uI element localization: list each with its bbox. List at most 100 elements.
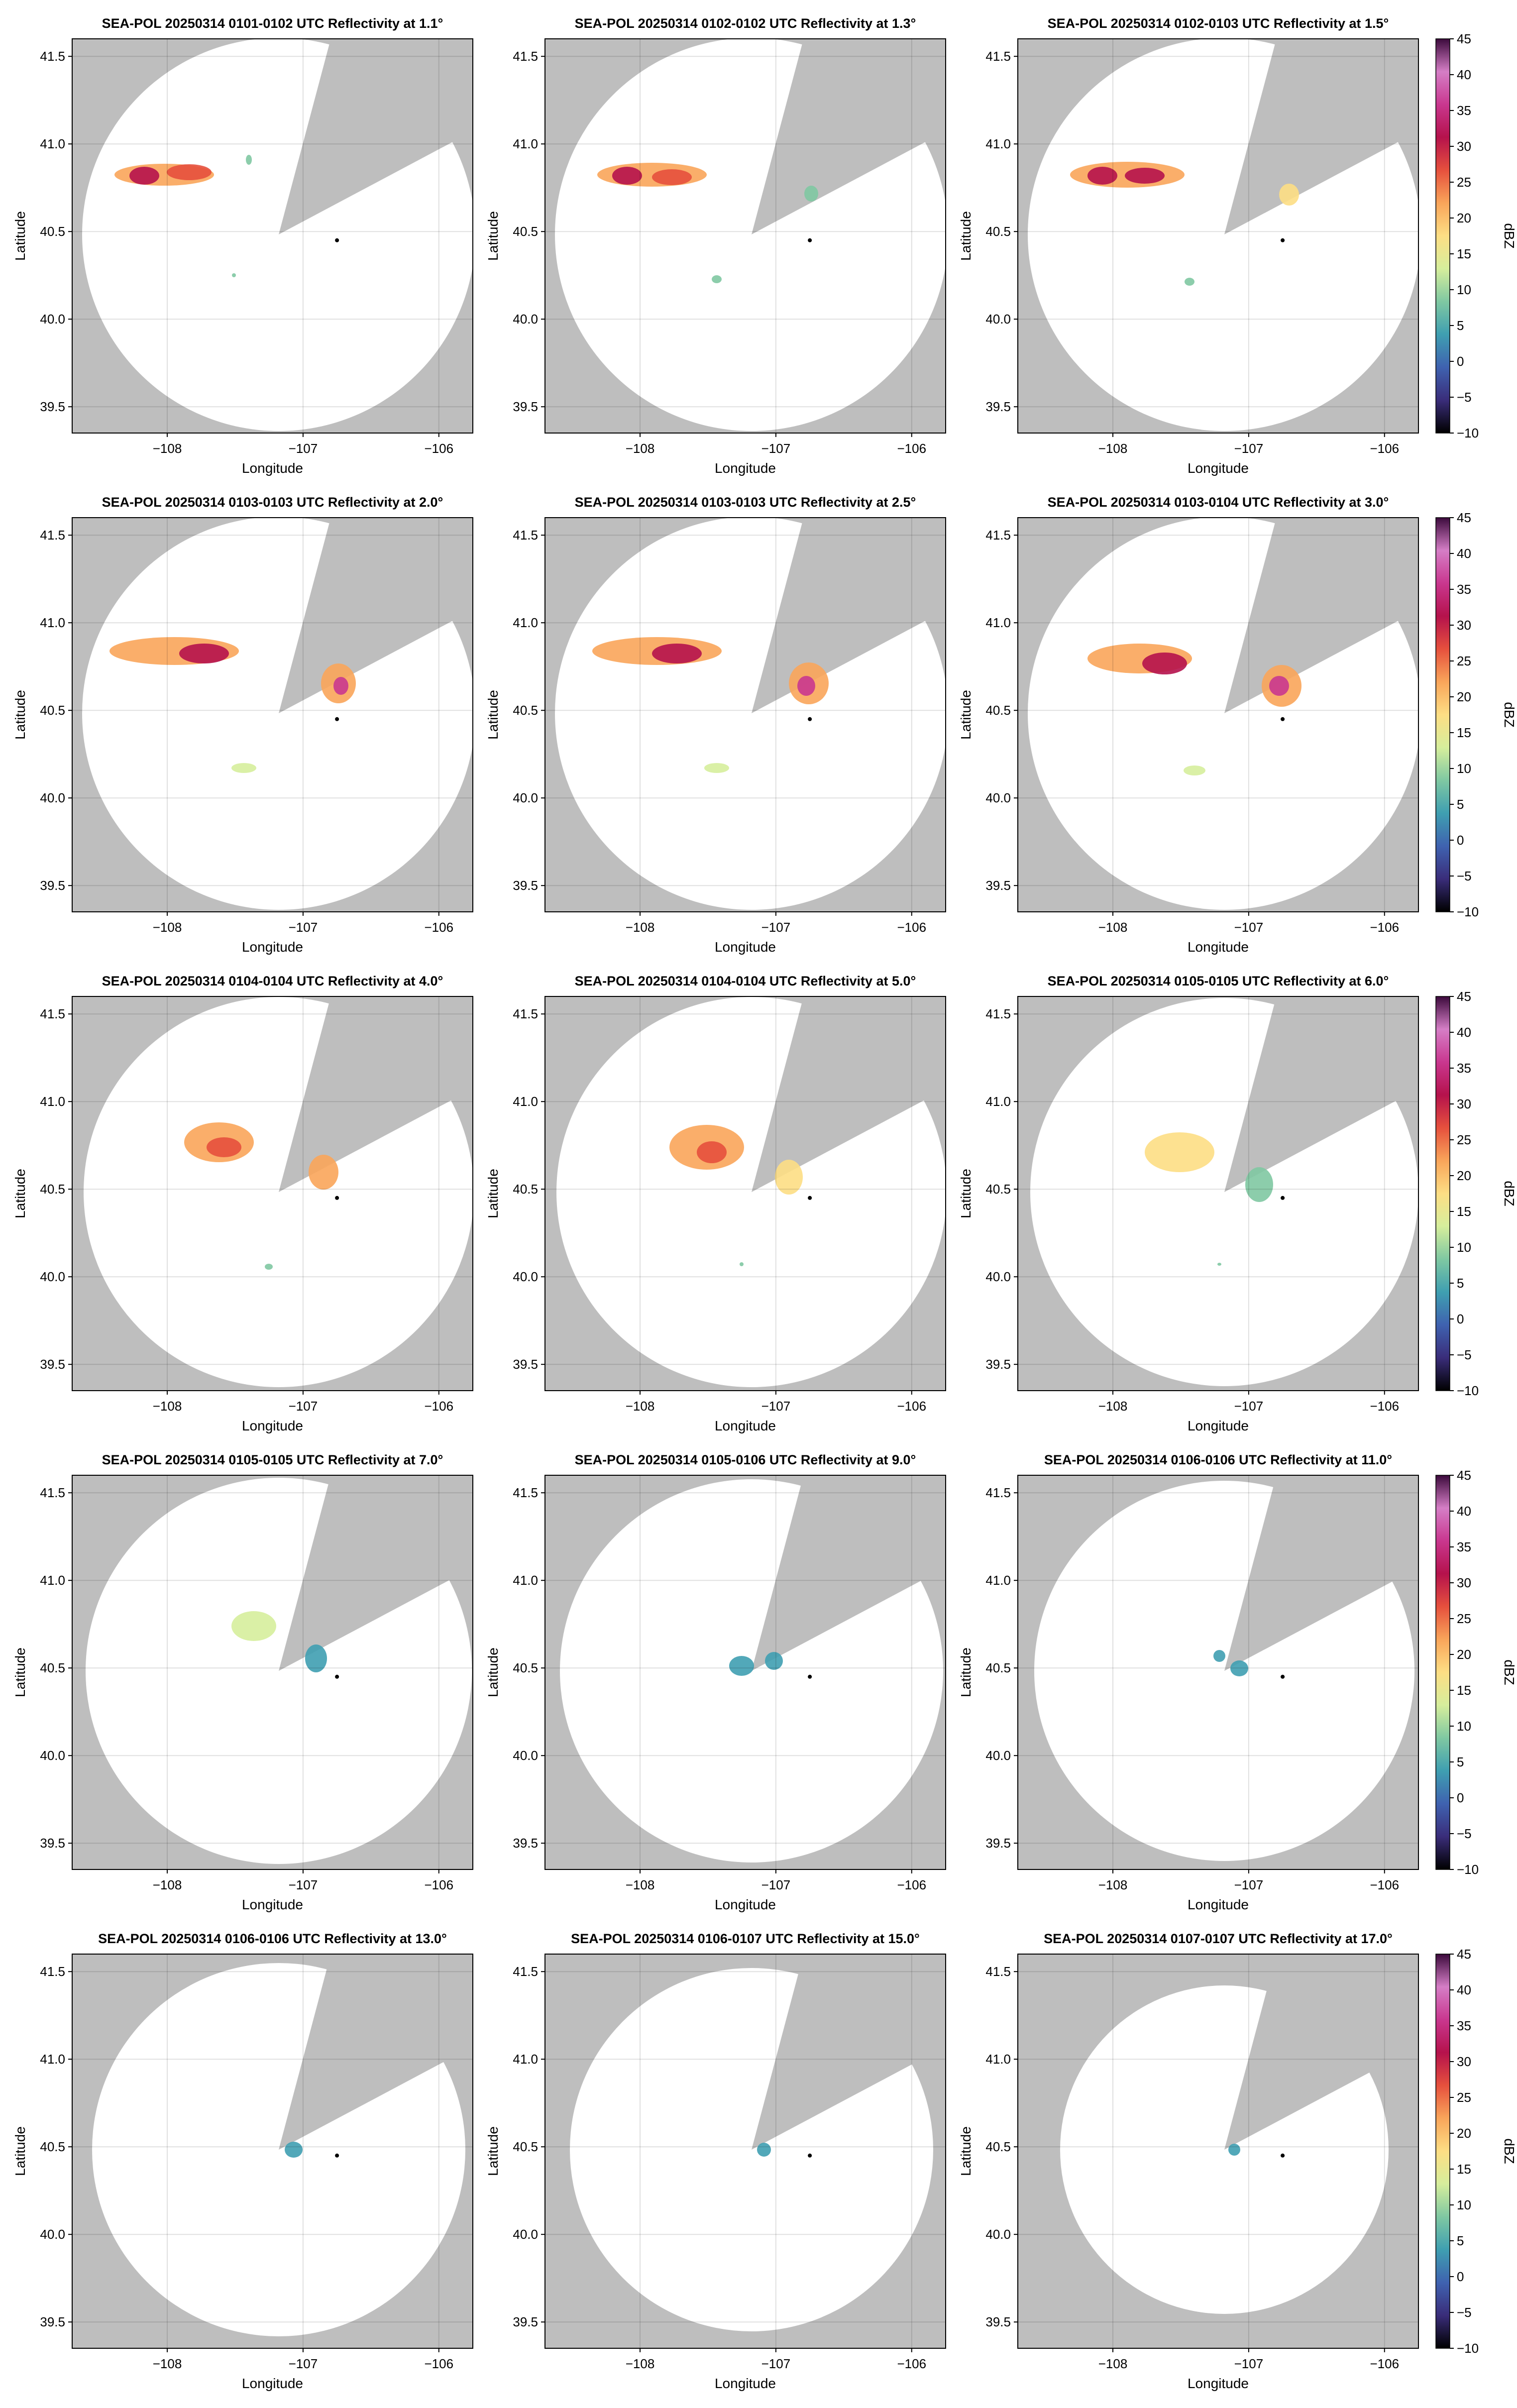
site-marker <box>808 1196 812 1200</box>
y-tick-label: 41.0 <box>985 1094 1011 1109</box>
y-tick-label: 40.0 <box>513 2227 538 2242</box>
x-axis-label: Longitude <box>1188 939 1249 955</box>
y-tick-label: 41.0 <box>513 2052 538 2067</box>
site-marker <box>1281 1196 1285 1200</box>
colorbar <box>1435 996 1450 1391</box>
plot-area <box>545 996 946 1391</box>
colorbar-tick-label: 20 <box>1457 1168 1471 1183</box>
panel-1: SEA-POL 20250314 0101-0102 UTC Reflectiv… <box>12 16 473 476</box>
panel-10: SEA-POL 20250314 0105-0105 UTC Reflectiv… <box>12 1452 473 1912</box>
colorbar-tick-label: 0 <box>1457 1312 1464 1326</box>
x-tick-label: −108 <box>1098 1399 1128 1414</box>
y-tick-label: 39.5 <box>40 1357 65 1372</box>
colorbar-tick-label: 25 <box>1457 1132 1471 1147</box>
x-axis-label: Longitude <box>242 1418 303 1433</box>
y-tick-label: 40.5 <box>513 703 538 718</box>
colorbar-tick-label: 35 <box>1457 582 1471 597</box>
x-tick-label: −106 <box>1370 2356 1399 2371</box>
colorbar-tick-label: 40 <box>1457 546 1471 561</box>
colorbar-tick-label: −10 <box>1457 2341 1479 2356</box>
echo-3 <box>1125 168 1165 184</box>
colorbar-label: dBZ <box>1502 1659 1517 1685</box>
y-tick-label: 40.5 <box>40 1182 65 1197</box>
x-tick-label: −108 <box>626 920 655 935</box>
y-axis-label: Latitude <box>12 690 28 740</box>
y-tick-label: 41.5 <box>40 1964 65 1979</box>
echo-5 <box>232 273 236 277</box>
y-tick-label: 39.5 <box>985 1357 1011 1372</box>
x-axis-label: Longitude <box>1188 2376 1249 2391</box>
site-marker <box>808 1674 812 1679</box>
axes-frame <box>544 996 946 1391</box>
y-tick-label: 40.5 <box>513 224 538 239</box>
x-tick-label: −107 <box>1234 1399 1264 1414</box>
y-axis-label: Latitude <box>485 1647 501 1697</box>
site-marker <box>335 717 339 721</box>
y-axis-label: Latitude <box>485 1169 501 1218</box>
echo-2 <box>1230 1660 1248 1676</box>
y-tick-label: 40.5 <box>985 1660 1011 1675</box>
plot-area <box>1018 996 1418 1391</box>
colorbar-tick-label: 0 <box>1457 2269 1464 2284</box>
plot-area <box>545 1475 946 1869</box>
echo-3 <box>309 1155 338 1190</box>
site-marker <box>1281 2153 1285 2158</box>
echo-1 <box>1228 2144 1240 2156</box>
x-tick-label: −108 <box>153 1399 182 1414</box>
x-tick-label: −106 <box>424 1399 453 1414</box>
echo-5 <box>231 763 256 773</box>
blocked-sector <box>279 518 473 713</box>
y-axis-label: Latitude <box>485 211 501 261</box>
y-tick-label: 39.5 <box>985 878 1011 893</box>
echo-4 <box>333 677 348 695</box>
panel-13: SEA-POL 20250314 0106-0106 UTC Reflectiv… <box>12 1931 473 2391</box>
colorbar-tick-label: 30 <box>1457 139 1471 154</box>
y-tick-label: 41.0 <box>985 615 1011 630</box>
echo-4 <box>246 155 252 165</box>
panel-title: SEA-POL 20250314 0105-0105 UTC Reflectiv… <box>102 1452 443 1467</box>
echo-2 <box>1087 167 1117 185</box>
colorbar-tick-label: 30 <box>1457 2054 1471 2069</box>
colorbar-tick-label: 5 <box>1457 1276 1464 1291</box>
panel-title: SEA-POL 20250314 0106-0107 UTC Reflectiv… <box>571 1931 920 1946</box>
echo-3 <box>652 169 692 185</box>
x-tick-label: −108 <box>153 441 182 456</box>
y-tick-label: 41.0 <box>985 1573 1011 1588</box>
y-axis-label: Latitude <box>958 690 974 740</box>
site-marker <box>1281 1674 1285 1679</box>
x-axis-label: Longitude <box>242 939 303 955</box>
colorbar-tick-label: 20 <box>1457 689 1471 704</box>
site-marker <box>1281 238 1285 242</box>
x-tick-label: −108 <box>626 2356 655 2371</box>
colorbar-tick-label: 5 <box>1457 1754 1464 1769</box>
x-tick-label: −107 <box>289 2356 318 2371</box>
x-axis-label: Longitude <box>1188 460 1249 476</box>
y-tick-label: 41.5 <box>40 528 65 543</box>
echo-2 <box>179 644 229 663</box>
panel-11: SEA-POL 20250314 0105-0106 UTC Reflectiv… <box>485 1452 946 1912</box>
colorbar-tick-label: −10 <box>1457 426 1479 440</box>
panel-4: SEA-POL 20250314 0103-0103 UTC Reflectiv… <box>12 495 473 955</box>
x-tick-label: −106 <box>897 441 926 456</box>
x-tick-label: −108 <box>153 2356 182 2371</box>
echo-4 <box>797 676 815 696</box>
x-tick-label: −108 <box>626 1877 655 1892</box>
y-tick-label: 39.5 <box>40 1836 65 1851</box>
colorbar-tick-label: 35 <box>1457 103 1471 118</box>
colorbar-tick-label: 40 <box>1457 1025 1471 1040</box>
axes-frame <box>1017 996 1419 1391</box>
site-marker <box>335 1196 339 1200</box>
plot-area <box>1018 1475 1418 1869</box>
x-tick-label: −107 <box>761 441 791 456</box>
y-tick-label: 40.0 <box>985 790 1011 805</box>
colorbar-tick-label: 20 <box>1457 211 1471 225</box>
colorbar-label: dBZ <box>1502 223 1517 248</box>
colorbar-tick-label: 5 <box>1457 318 1464 333</box>
y-axis-label: Latitude <box>12 1647 28 1697</box>
x-axis-label: Longitude <box>1188 1897 1249 1912</box>
panel-title: SEA-POL 20250314 0104-0104 UTC Reflectiv… <box>102 974 443 988</box>
colorbar-tick-label: 40 <box>1457 1982 1471 1997</box>
y-tick-label: 40.5 <box>985 224 1011 239</box>
panel-title: SEA-POL 20250314 0102-0102 UTC Reflectiv… <box>575 16 916 31</box>
